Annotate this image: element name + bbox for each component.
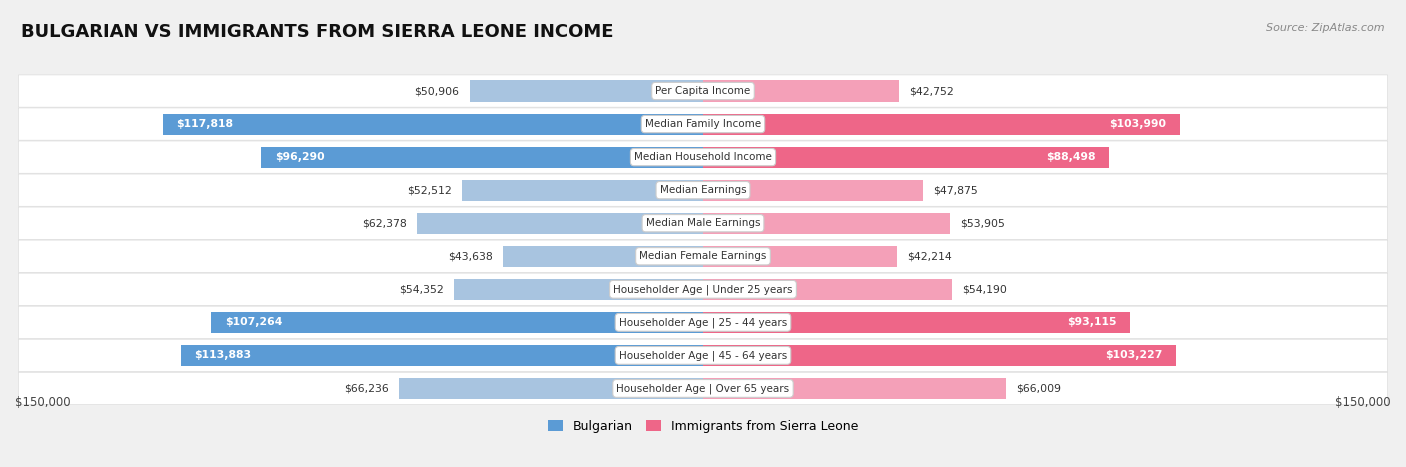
- Bar: [454, 279, 703, 300]
- FancyBboxPatch shape: [18, 174, 1388, 206]
- Bar: [703, 113, 1180, 134]
- Bar: [503, 246, 703, 267]
- Text: $107,264: $107,264: [225, 318, 283, 327]
- Text: $52,512: $52,512: [408, 185, 451, 195]
- Bar: [703, 80, 898, 102]
- Bar: [262, 147, 703, 168]
- Text: $150,000: $150,000: [15, 396, 70, 409]
- Text: $103,990: $103,990: [1109, 119, 1166, 129]
- Text: Householder Age | 25 - 44 years: Householder Age | 25 - 44 years: [619, 317, 787, 327]
- Text: $66,009: $66,009: [1017, 383, 1062, 393]
- Text: $54,352: $54,352: [399, 284, 443, 294]
- Text: $62,378: $62,378: [361, 218, 406, 228]
- Text: $66,236: $66,236: [344, 383, 389, 393]
- Text: Median Female Earnings: Median Female Earnings: [640, 251, 766, 261]
- Text: Householder Age | Over 65 years: Householder Age | Over 65 years: [616, 383, 790, 394]
- Text: Median Household Income: Median Household Income: [634, 152, 772, 162]
- FancyBboxPatch shape: [18, 339, 1388, 372]
- Text: Median Family Income: Median Family Income: [645, 119, 761, 129]
- Bar: [211, 312, 703, 333]
- Bar: [703, 212, 950, 234]
- Text: Per Capita Income: Per Capita Income: [655, 86, 751, 96]
- Bar: [399, 378, 703, 399]
- Text: $42,214: $42,214: [907, 251, 952, 261]
- Text: $50,906: $50,906: [415, 86, 460, 96]
- Text: Householder Age | 45 - 64 years: Householder Age | 45 - 64 years: [619, 350, 787, 361]
- Text: $150,000: $150,000: [1336, 396, 1391, 409]
- FancyBboxPatch shape: [18, 75, 1388, 107]
- FancyBboxPatch shape: [18, 240, 1388, 272]
- Text: $103,227: $103,227: [1105, 350, 1163, 361]
- Text: $47,875: $47,875: [934, 185, 977, 195]
- Text: $93,115: $93,115: [1067, 318, 1116, 327]
- FancyBboxPatch shape: [18, 372, 1388, 404]
- Text: $117,818: $117,818: [176, 119, 233, 129]
- Bar: [703, 279, 952, 300]
- FancyBboxPatch shape: [18, 306, 1388, 339]
- Text: Median Male Earnings: Median Male Earnings: [645, 218, 761, 228]
- Bar: [703, 180, 922, 201]
- FancyBboxPatch shape: [18, 273, 1388, 305]
- Bar: [703, 246, 897, 267]
- Bar: [180, 345, 703, 366]
- Bar: [703, 147, 1109, 168]
- Text: Source: ZipAtlas.com: Source: ZipAtlas.com: [1267, 23, 1385, 33]
- Text: $43,638: $43,638: [447, 251, 492, 261]
- Text: Median Earnings: Median Earnings: [659, 185, 747, 195]
- Bar: [418, 212, 703, 234]
- Bar: [463, 180, 703, 201]
- FancyBboxPatch shape: [18, 207, 1388, 240]
- Legend: Bulgarian, Immigrants from Sierra Leone: Bulgarian, Immigrants from Sierra Leone: [548, 420, 858, 433]
- Bar: [703, 345, 1177, 366]
- Text: Householder Age | Under 25 years: Householder Age | Under 25 years: [613, 284, 793, 295]
- Text: $88,498: $88,498: [1046, 152, 1095, 162]
- Text: $42,752: $42,752: [910, 86, 955, 96]
- Bar: [470, 80, 703, 102]
- Bar: [163, 113, 703, 134]
- Text: BULGARIAN VS IMMIGRANTS FROM SIERRA LEONE INCOME: BULGARIAN VS IMMIGRANTS FROM SIERRA LEON…: [21, 23, 613, 42]
- Bar: [703, 378, 1005, 399]
- FancyBboxPatch shape: [18, 141, 1388, 173]
- Text: $96,290: $96,290: [276, 152, 325, 162]
- Text: $54,190: $54,190: [962, 284, 1007, 294]
- FancyBboxPatch shape: [18, 108, 1388, 140]
- Text: $113,883: $113,883: [194, 350, 252, 361]
- Bar: [703, 312, 1130, 333]
- Text: $53,905: $53,905: [960, 218, 1005, 228]
